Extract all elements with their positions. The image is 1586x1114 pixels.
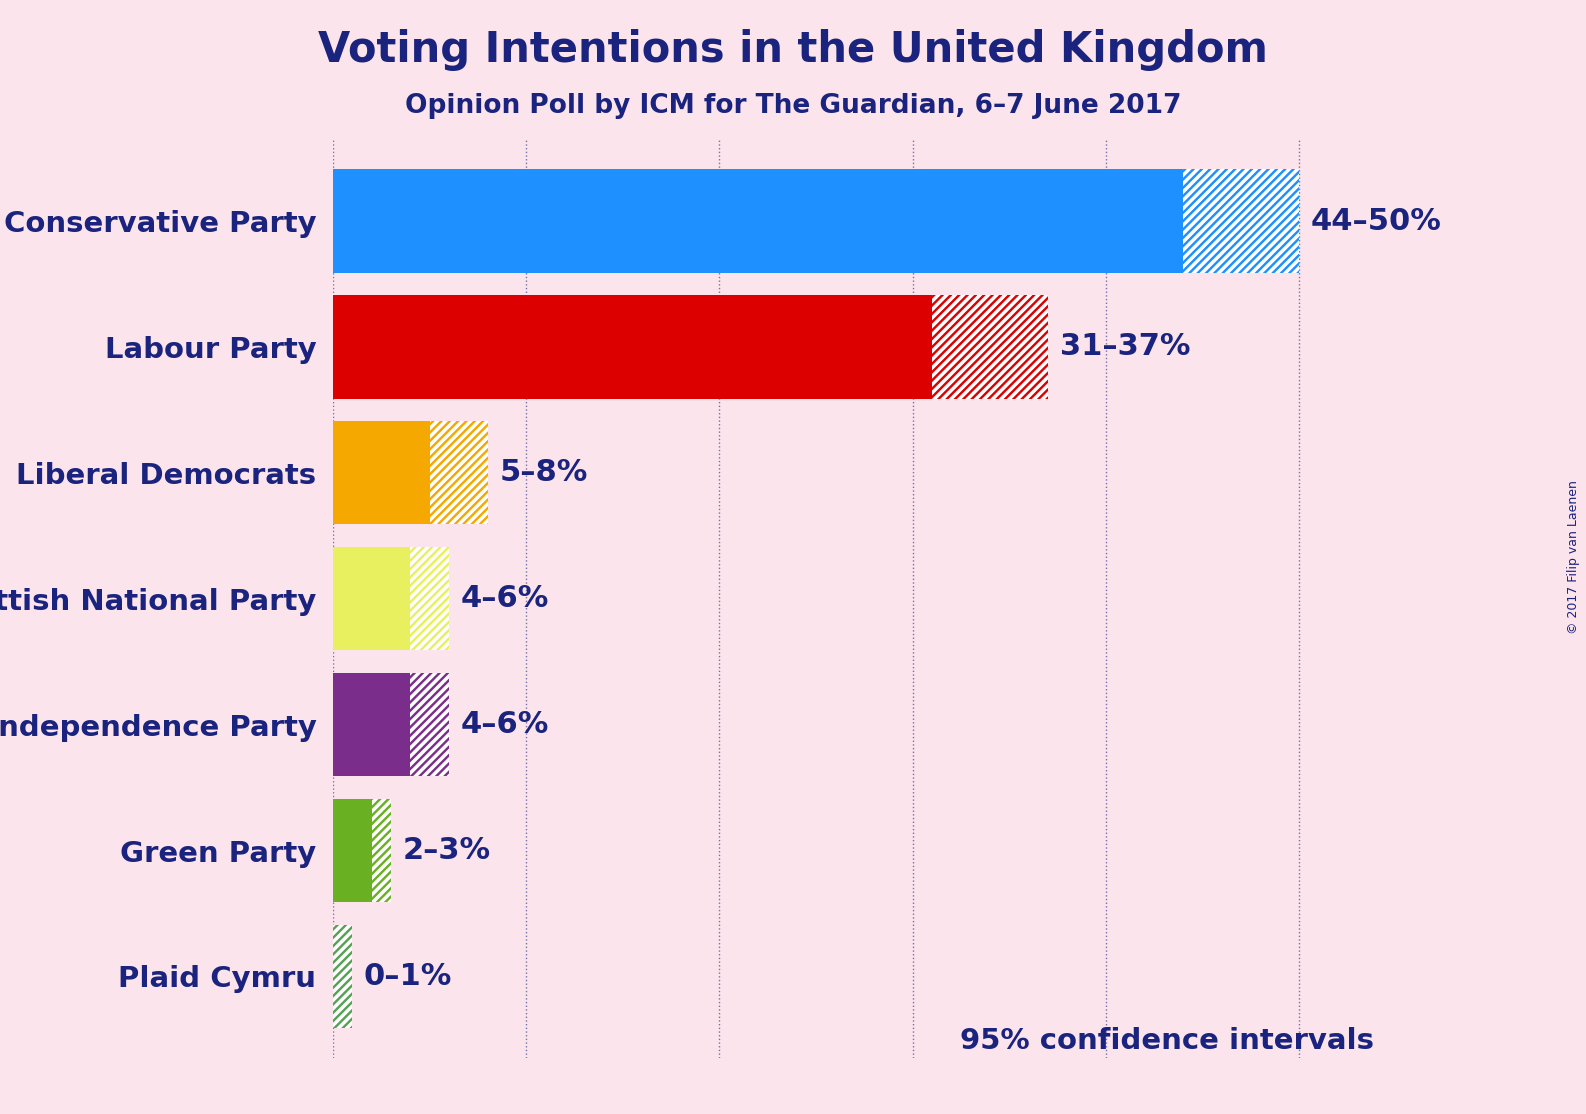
Text: 44–50%: 44–50% (1310, 206, 1442, 235)
Bar (430, 421, 487, 525)
Text: 31–37%: 31–37% (1059, 332, 1190, 361)
Bar (333, 421, 430, 525)
Bar (933, 295, 1048, 399)
Bar (1183, 169, 1299, 273)
Bar (411, 547, 449, 651)
Text: 95% confidence intervals: 95% confidence intervals (961, 1026, 1375, 1055)
Text: 4–6%: 4–6% (460, 710, 549, 740)
Bar (411, 673, 449, 776)
Text: Voting Intentions in the United Kingdom: Voting Intentions in the United Kingdom (319, 29, 1267, 71)
Bar (333, 799, 371, 902)
Bar (333, 169, 1183, 273)
Text: 2–3%: 2–3% (403, 837, 490, 866)
Bar (333, 925, 352, 1028)
Text: 0–1%: 0–1% (363, 962, 452, 991)
Text: 4–6%: 4–6% (460, 584, 549, 614)
Bar (333, 673, 411, 776)
Bar (371, 799, 392, 902)
Bar (333, 295, 933, 399)
Text: 5–8%: 5–8% (500, 458, 587, 488)
Text: Opinion Poll by ICM for The Guardian, 6–7 June 2017: Opinion Poll by ICM for The Guardian, 6–… (404, 92, 1182, 119)
Bar (333, 547, 411, 651)
Text: © 2017 Filip van Laenen: © 2017 Filip van Laenen (1567, 480, 1580, 634)
